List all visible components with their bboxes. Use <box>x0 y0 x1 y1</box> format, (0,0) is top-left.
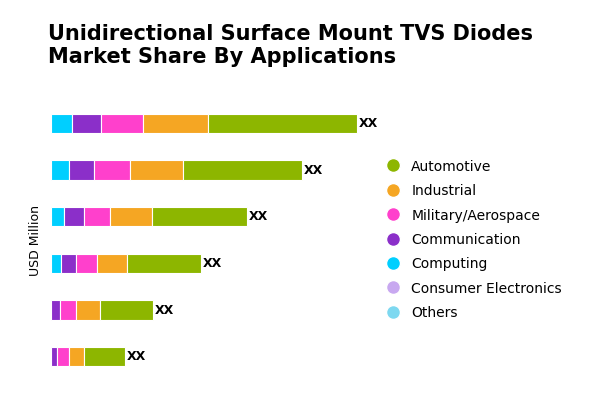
Bar <box>130 160 183 180</box>
Bar <box>152 207 247 226</box>
Bar <box>83 347 125 366</box>
Bar <box>51 254 61 273</box>
Bar <box>57 347 69 366</box>
Bar <box>61 254 76 273</box>
Bar <box>76 254 97 273</box>
Bar <box>110 207 152 226</box>
Bar <box>100 300 154 320</box>
Bar <box>208 114 357 133</box>
Bar <box>69 347 83 366</box>
Legend: Automotive, Industrial, Military/Aerospace, Communication, Computing, Consumer E: Automotive, Industrial, Military/Aerospa… <box>382 156 566 324</box>
Text: XX: XX <box>358 117 378 130</box>
Bar <box>97 254 127 273</box>
Text: Unidirectional Surface Mount TVS Diodes
Market Share By Applications: Unidirectional Surface Mount TVS Diodes … <box>48 24 533 67</box>
Bar <box>51 347 57 366</box>
Bar <box>94 160 130 180</box>
Bar <box>76 300 100 320</box>
Bar <box>143 114 208 133</box>
Bar <box>51 160 69 180</box>
Text: XX: XX <box>127 350 146 363</box>
Y-axis label: USD Million: USD Million <box>29 204 43 276</box>
Text: XX: XX <box>155 304 175 316</box>
Bar <box>51 114 72 133</box>
Bar <box>183 160 302 180</box>
Bar <box>69 160 94 180</box>
Bar <box>51 207 64 226</box>
Bar <box>60 300 76 320</box>
Bar <box>64 207 83 226</box>
Bar <box>51 300 60 320</box>
Text: XX: XX <box>248 210 268 223</box>
Text: XX: XX <box>304 164 323 176</box>
Bar <box>72 114 101 133</box>
Bar <box>83 207 110 226</box>
Bar <box>101 114 143 133</box>
Bar <box>127 254 201 273</box>
Text: XX: XX <box>203 257 222 270</box>
